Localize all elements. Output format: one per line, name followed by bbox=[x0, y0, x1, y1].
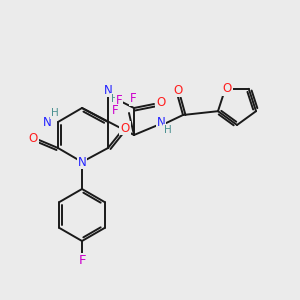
Text: O: O bbox=[28, 131, 38, 145]
Text: O: O bbox=[173, 83, 183, 97]
Text: N: N bbox=[103, 83, 112, 97]
Text: H: H bbox=[51, 108, 59, 118]
Text: H: H bbox=[111, 94, 119, 104]
Text: F: F bbox=[78, 254, 86, 268]
Text: O: O bbox=[223, 82, 232, 95]
Text: N: N bbox=[43, 116, 52, 128]
Text: O: O bbox=[120, 122, 130, 134]
Text: H: H bbox=[164, 125, 172, 135]
Text: F: F bbox=[130, 92, 136, 106]
Text: O: O bbox=[156, 97, 166, 110]
Text: N: N bbox=[78, 155, 86, 169]
Text: F: F bbox=[112, 104, 118, 118]
Text: N: N bbox=[157, 116, 165, 128]
Text: F: F bbox=[116, 94, 122, 107]
